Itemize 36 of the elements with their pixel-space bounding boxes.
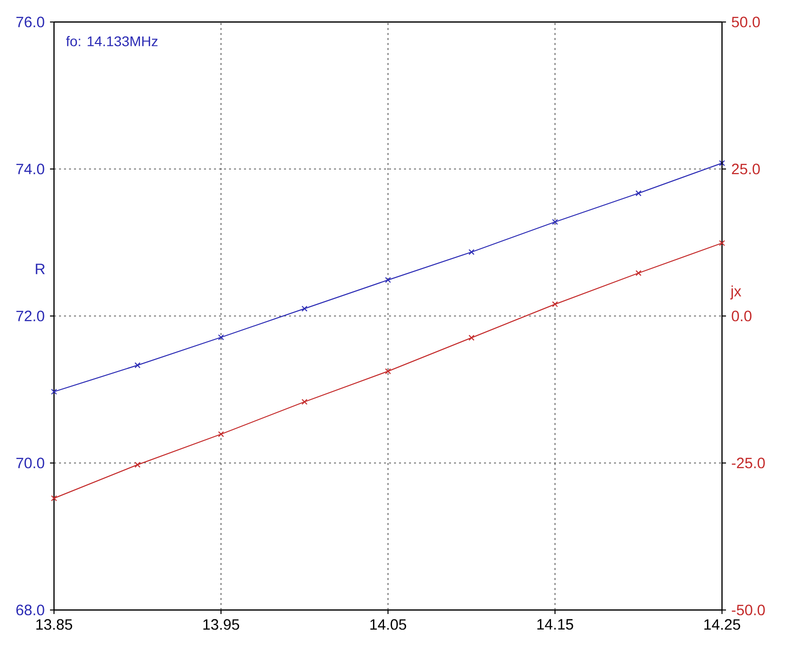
y2-tick-label: -25.0	[732, 458, 765, 468]
point	[719, 160, 725, 166]
y-tick-label: 68.0	[16, 604, 44, 616]
y2-axis-title: jx	[730, 285, 742, 300]
y-tick-label: 74.0	[16, 164, 44, 174]
point	[385, 277, 391, 283]
y-tick-label: 70.0	[16, 458, 44, 468]
point	[468, 249, 474, 256]
y2-tick-label: 25.0	[732, 164, 760, 174]
annotation: fo: 14.133MHz	[66, 36, 158, 46]
y-tick-label: 72.0	[16, 310, 44, 322]
point	[552, 301, 558, 308]
point	[636, 190, 642, 196]
x-tick-label: 13.95	[203, 619, 240, 630]
point	[719, 240, 725, 246]
point	[51, 495, 57, 502]
point	[134, 462, 140, 468]
x-tick-label: 14.05	[370, 619, 406, 630]
y-tick-label: 76.0	[16, 16, 44, 28]
x-tick-label: 13.85	[36, 619, 72, 630]
y2-tick-label: 0.0	[732, 310, 752, 322]
point	[552, 218, 558, 225]
point	[302, 398, 308, 405]
point	[134, 362, 140, 368]
point	[218, 431, 224, 438]
y-axis-title: R	[36, 264, 45, 274]
x-tick-label: 14.15	[537, 619, 574, 630]
point	[51, 388, 57, 395]
x-tick-label: 14.25	[704, 619, 740, 630]
point	[385, 368, 391, 374]
point	[636, 270, 642, 276]
point	[218, 334, 224, 340]
point	[468, 334, 474, 341]
y2-tick-label: -50.0	[732, 604, 765, 616]
point	[302, 306, 308, 312]
y2-tick-label: 50.0	[732, 16, 760, 28]
